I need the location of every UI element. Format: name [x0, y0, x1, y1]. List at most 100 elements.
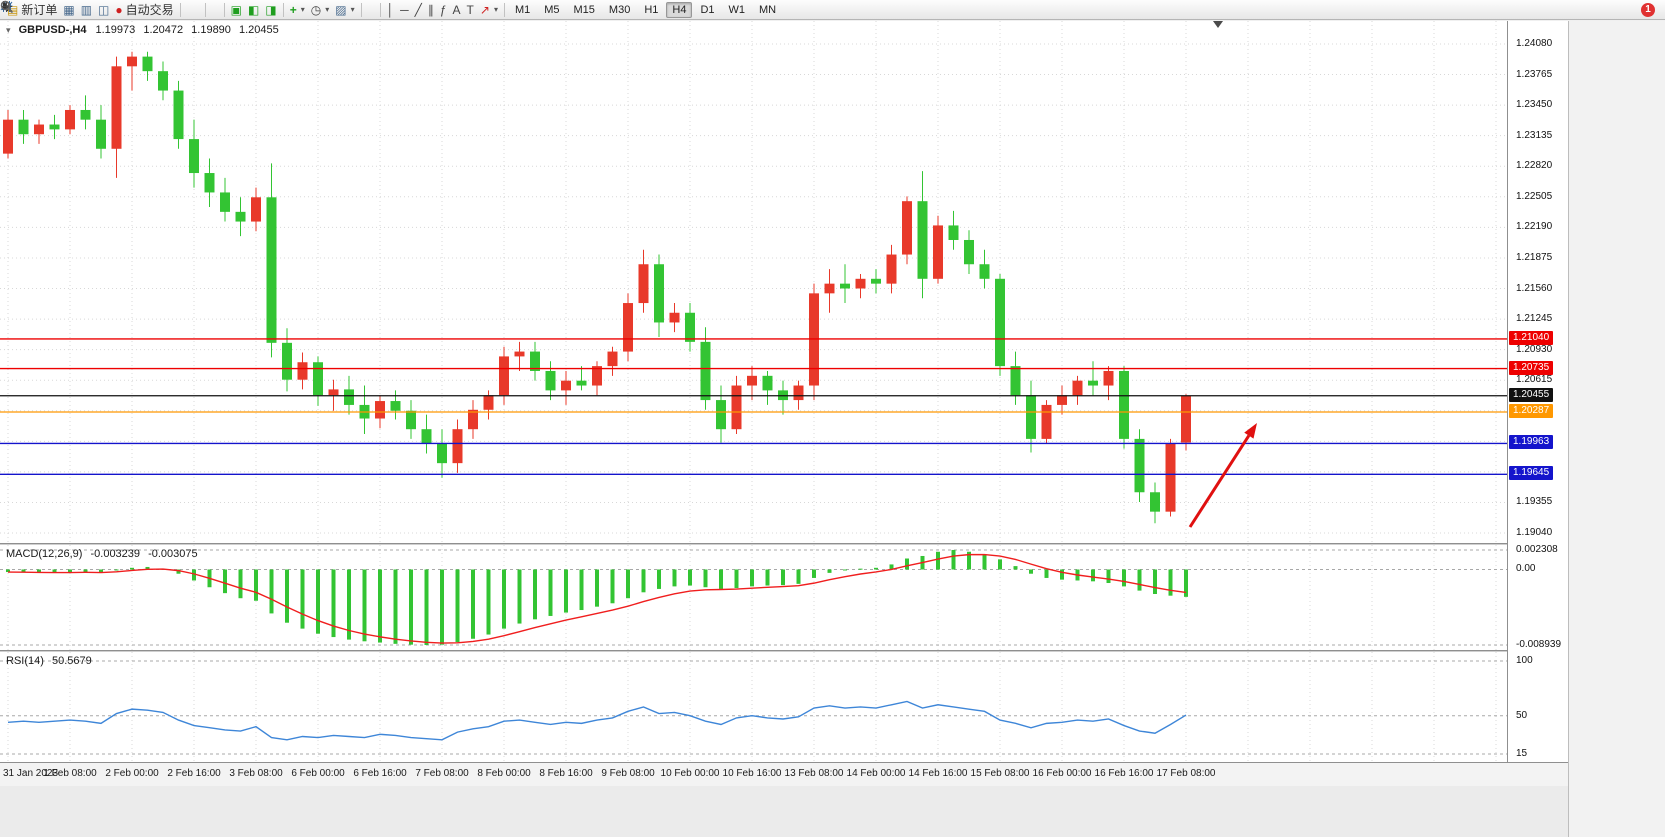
channel-button[interactable]: ∥ — [425, 1, 437, 19]
horizontal-line-button[interactable]: ─ — [397, 1, 412, 19]
cascade-windows-button[interactable]: ◨ — [262, 1, 279, 19]
new-order-button[interactable]: ▤ 新订单 — [4, 1, 60, 19]
one-click-trading-toggle[interactable]: ▾ — [6, 25, 11, 35]
arrow-annotation[interactable] — [1188, 423, 1257, 528]
time-label: 14 Feb 00:00 — [846, 768, 906, 779]
data-window-icon: ▥ — [80, 2, 93, 17]
line-chart-button[interactable] — [0, 1, 202, 19]
time-label: 3 Feb 08:00 — [229, 768, 283, 779]
time-label: 16 Feb 00:00 — [1032, 768, 1092, 779]
toolbar-separator — [204, 2, 206, 17]
templates-button[interactable]: ▨ ▾ — [332, 1, 357, 19]
macd-pane[interactable]: MACD(12,26,9) -0.003239 -0.003075 — [0, 545, 1507, 650]
zoom-out-button[interactable] — [0, 0, 221, 19]
bar-chart-button[interactable] — [2, 1, 190, 19]
notification-badge[interactable]: 1 — [1641, 2, 1655, 17]
time-label: 10 Feb 16:00 — [722, 768, 782, 779]
macd-main-value: -0.003239 — [90, 548, 141, 560]
horizontal-line-icon: ─ — [400, 2, 409, 17]
macd-signal-line — [7, 553, 1187, 644]
timeframe-button-d1[interactable]: D1 — [700, 3, 715, 16]
new-chart-button[interactable]: ▣ — [228, 1, 245, 19]
rsi-label: RSI(14) 50.5679 — [6, 655, 97, 667]
periods-button[interactable]: ◷ ▾ — [308, 1, 333, 19]
time-label: 16 Feb 16:00 — [1094, 768, 1154, 779]
chevron-down-icon: ▾ — [350, 5, 355, 14]
scale-label: 50 — [1516, 709, 1528, 721]
pane-divider-macd[interactable] — [0, 543, 1568, 545]
macd-signal-value: -0.003075 — [148, 548, 198, 560]
rsi-pane[interactable]: RSI(14) 50.5679 — [0, 652, 1507, 762]
text-icon: A — [452, 2, 461, 17]
scale-label: 1.21245 — [1516, 313, 1553, 325]
chart-shift-marker[interactable] — [1213, 21, 1223, 28]
timeframe-button-m15[interactable]: M15 — [573, 3, 595, 16]
text-button[interactable]: A — [450, 1, 464, 19]
trendline-button[interactable]: ╱ — [412, 1, 425, 19]
toolbar-separator — [179, 2, 181, 17]
scale-label: 0.00 — [1516, 563, 1536, 575]
scale-label: 1.20930 — [1516, 343, 1553, 355]
time-label: 15 Feb 08:00 — [970, 768, 1030, 779]
price-chart-canvas[interactable] — [0, 21, 1507, 543]
scale-label: 1.23450 — [1516, 99, 1553, 111]
data-window-button[interactable]: ▥ — [78, 1, 95, 19]
open-value: 1.19973 — [95, 24, 136, 36]
pane-divider-rsi[interactable] — [0, 650, 1568, 652]
high-value: 1.20472 — [143, 24, 184, 36]
macd-histogram — [6, 549, 1188, 646]
trendline-icon: ╱ — [414, 2, 422, 17]
toolbar: ▤ 新订单 ▦ ▥ ◫ ● 自动交易 ▣ ◧ ◨ — [0, 0, 1665, 20]
price-tag: 1.19645 — [1509, 466, 1554, 481]
time-label: 8 Feb 16:00 — [539, 768, 593, 779]
timeframe-button-h4[interactable]: H4 — [666, 1, 693, 18]
macd-name: MACD(12,26,9) — [6, 548, 83, 560]
chart-title: ▾ GBPUSD-,H4 1.19973 1.20472 1.19890 1.2… — [6, 24, 284, 36]
indicators-button[interactable]: + ▾ — [287, 1, 308, 19]
channel-icon: ∥ — [427, 2, 434, 17]
navigator-button[interactable]: ◫ — [95, 1, 112, 19]
arrow-object-icon: ↗ — [479, 2, 490, 17]
search-icon[interactable] — [0, 0, 14, 14]
indicators-icon: + — [289, 2, 297, 17]
timeframe-button-m5[interactable]: M5 — [544, 3, 560, 16]
cursor-button[interactable] — [3, 1, 371, 19]
rsi-canvas — [0, 652, 1507, 762]
scale-label: 1.22820 — [1516, 160, 1553, 172]
arrows-button[interactable]: ↗ ▾ — [477, 1, 501, 19]
templates-icon: ▨ — [335, 2, 347, 17]
price-tag: 1.20735 — [1509, 360, 1554, 375]
scale-label: 1.23765 — [1516, 68, 1553, 80]
scale-label: 1.22190 — [1516, 221, 1553, 233]
grid-layer — [7, 545, 1497, 650]
timeframe-button-w1[interactable]: W1 — [728, 3, 746, 16]
scale-label: 100 — [1516, 655, 1533, 666]
profiles-button[interactable]: ▦ — [60, 1, 77, 19]
price-tag: 1.21040 — [1509, 330, 1554, 345]
candlestick-chart-button[interactable] — [1, 1, 196, 19]
timeframe-button-mn[interactable]: MN — [759, 3, 777, 16]
fibonacci-button[interactable]: ƒ — [437, 1, 450, 19]
tile-windows-button[interactable]: ◧ — [245, 1, 262, 19]
macd-canvas — [0, 545, 1507, 650]
navigator-icon: ◫ — [98, 2, 110, 17]
time-label: 6 Feb 16:00 — [353, 768, 407, 779]
vertical-line-button[interactable]: │ — [384, 1, 398, 19]
time-axis[interactable]: 31 Jan 2023 1 Feb 08:00 2 Feb 00:00 2 Feb 1… — [0, 762, 1568, 786]
text-label-button[interactable]: T — [464, 1, 477, 19]
toolbar-right-tools: 1 — [0, 0, 1661, 17]
toolbar-separator — [223, 2, 225, 17]
auto-trading-button[interactable]: ● 自动交易 — [112, 1, 176, 19]
timeframe-button-m30[interactable]: M30 — [608, 3, 631, 16]
timeframe-button-m1[interactable]: M1 — [514, 3, 531, 16]
low-value: 1.19890 — [191, 24, 231, 36]
crosshair-button[interactable] — [1, 1, 377, 19]
scale-label: 1.20615 — [1516, 374, 1553, 386]
zoom-in-button[interactable] — [0, 0, 215, 19]
auto-trading-icon: ● — [115, 2, 123, 17]
price-chart-pane[interactable]: ▾ GBPUSD-,H4 1.19973 1.20472 1.19890 1.2… — [0, 21, 1507, 543]
timeframe-button-h1[interactable]: H1 — [644, 3, 659, 16]
scale-label: 15 — [1516, 748, 1528, 759]
auto-trading-label: 自动交易 — [125, 3, 174, 17]
price-scale[interactable]: 1.24080 1.23765 1.23450 1.23135 1.22820 1.225… — [1507, 21, 1568, 762]
